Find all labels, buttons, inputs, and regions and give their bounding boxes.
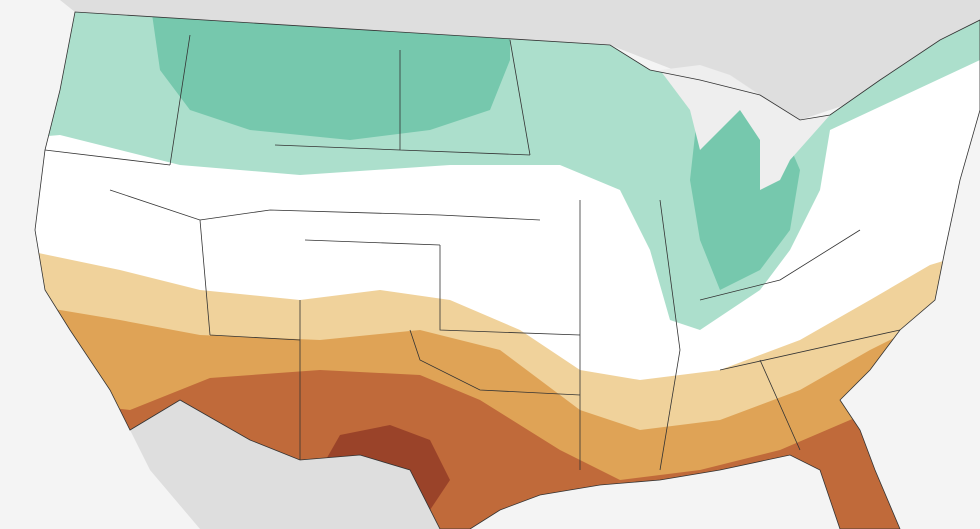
great-lakes (660, 65, 830, 190)
above-normal-precip-mid (150, 12, 510, 140)
state-borders (34, 11, 980, 529)
mexico (130, 400, 440, 529)
